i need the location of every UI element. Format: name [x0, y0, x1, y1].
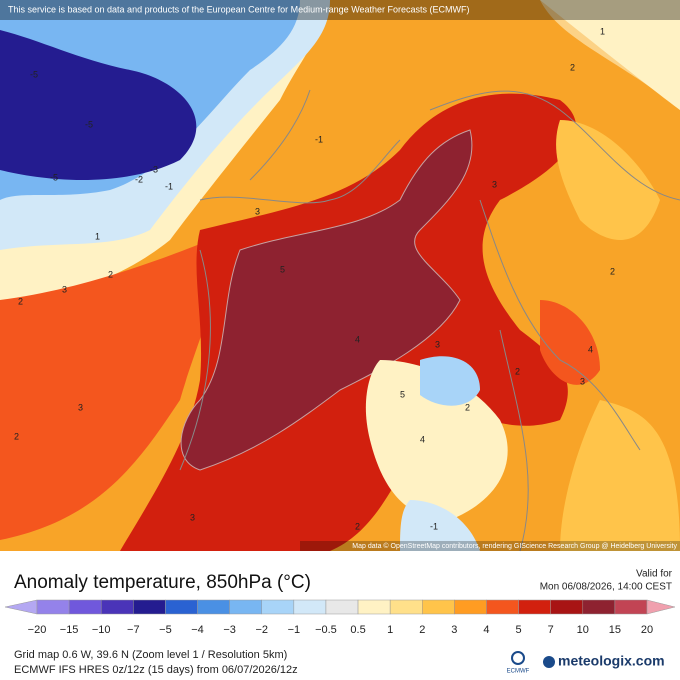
legend-arrow	[646, 599, 676, 615]
map: This service is based on data and produc…	[0, 0, 680, 552]
brand-logo	[543, 656, 555, 668]
legend-swatch	[36, 599, 70, 615]
legend-swatch	[100, 599, 134, 615]
legend-swatch	[293, 599, 327, 615]
contour-label: 4	[588, 344, 593, 354]
contour-label: -5	[50, 172, 58, 182]
contour-label: -1	[165, 181, 173, 191]
banner: This service is based on data and produc…	[8, 4, 470, 14]
contour-label: 2	[465, 402, 470, 412]
legend-swatch	[325, 599, 359, 615]
footer-line: Grid map 0.6 W, 39.6 N (Zoom level 1 / R…	[14, 649, 287, 661]
legend-swatch	[454, 599, 487, 615]
contour-label: 4	[420, 434, 425, 444]
footer-line: ECMWF IFS HRES 0z/12z (15 days) from 06/…	[14, 664, 298, 676]
contour-label: 3	[492, 179, 497, 189]
legend-label: −2	[255, 624, 268, 636]
legend-label: −15	[60, 624, 79, 636]
legend-swatch	[165, 599, 198, 615]
legend-label: 20	[641, 624, 653, 636]
legend-swatch	[422, 599, 455, 615]
contour-label: 2	[355, 521, 360, 531]
legend-label: −4	[191, 624, 204, 636]
contour-label: -3	[150, 164, 158, 174]
contour-label: -2	[135, 174, 143, 184]
ecmwf-logo	[511, 651, 525, 665]
contour-label: 4	[355, 334, 360, 344]
legend-swatch	[614, 599, 648, 615]
legend-label: −20	[28, 624, 47, 636]
legend-swatch	[357, 599, 391, 615]
legend-label: 10	[577, 624, 589, 636]
legend-label: 1	[387, 624, 393, 636]
legend-label: −10	[92, 624, 111, 636]
title: Anomaly temperature, 850hPa (°C)	[14, 572, 311, 593]
brand: meteologix.com	[558, 653, 665, 669]
contour-label: -5	[85, 119, 93, 129]
valid-time: Mon 06/08/2026, 14:00 CEST	[540, 582, 672, 593]
contour-label: 2	[14, 431, 19, 441]
legend-label: −3	[223, 624, 236, 636]
legend-label: 7	[548, 624, 554, 636]
legend-swatch	[229, 599, 262, 615]
contour-label: -1	[315, 134, 323, 144]
legend-swatch	[197, 599, 230, 615]
contour-label: -5	[30, 69, 38, 79]
contour-label: 2	[108, 269, 113, 279]
legend-label: −1	[288, 624, 301, 636]
legend-swatch	[486, 599, 519, 615]
contour-label: 1	[600, 26, 605, 36]
legend-swatch	[261, 599, 295, 615]
contour-label: 2	[610, 266, 615, 276]
legend-swatch	[518, 599, 551, 615]
legend-label: −7	[127, 624, 140, 636]
legend-label: 4	[483, 624, 489, 636]
legend-swatch	[550, 599, 584, 615]
contour-label: 3	[435, 339, 440, 349]
legend-swatch	[582, 599, 616, 615]
contour-label: 2	[18, 296, 23, 306]
contour-label: 3	[78, 402, 83, 412]
legend-label: 0.5	[350, 624, 365, 636]
contour-label: 5	[280, 264, 285, 274]
ecmwf-text: ECMWF	[507, 669, 530, 675]
contour-label: 3	[62, 284, 67, 294]
attribution: Map data © OpenStreetMap contributors, r…	[352, 542, 677, 550]
valid-label: Valid for	[636, 569, 673, 580]
contour-label: 3	[580, 376, 585, 386]
legend-label: 15	[609, 624, 621, 636]
contour-label: 5	[400, 389, 405, 399]
legend-label: −5	[159, 624, 172, 636]
contour-labels: -5 -5 -5 -3 -2 -1 -1 1 2 2 3 3 3 4 5 5 4 3 2 2 3 2 1 -1 2 3 2 4 3 2	[14, 26, 615, 531]
legend-swatch	[389, 599, 423, 615]
contour-label: -1	[430, 521, 438, 531]
contour-label: 2	[515, 366, 520, 376]
legend-label: 3	[451, 624, 457, 636]
legend-swatch	[133, 599, 166, 615]
contour-label: 2	[570, 62, 575, 72]
contour-label: 3	[190, 512, 195, 522]
legend: −20 −15 −10 −7 −5 −4 −3 −2 −1 −0.5 0.5 1 2 3 4 5 7 10 15 20	[4, 599, 676, 636]
legend-label: −0.5	[315, 624, 337, 636]
legend-swatch	[68, 599, 102, 615]
legend-label: 2	[419, 624, 425, 636]
contour-label: 1	[95, 231, 100, 241]
contour-label: 3	[255, 206, 260, 216]
legend-label: 5	[516, 624, 522, 636]
legend-arrow	[4, 599, 38, 615]
